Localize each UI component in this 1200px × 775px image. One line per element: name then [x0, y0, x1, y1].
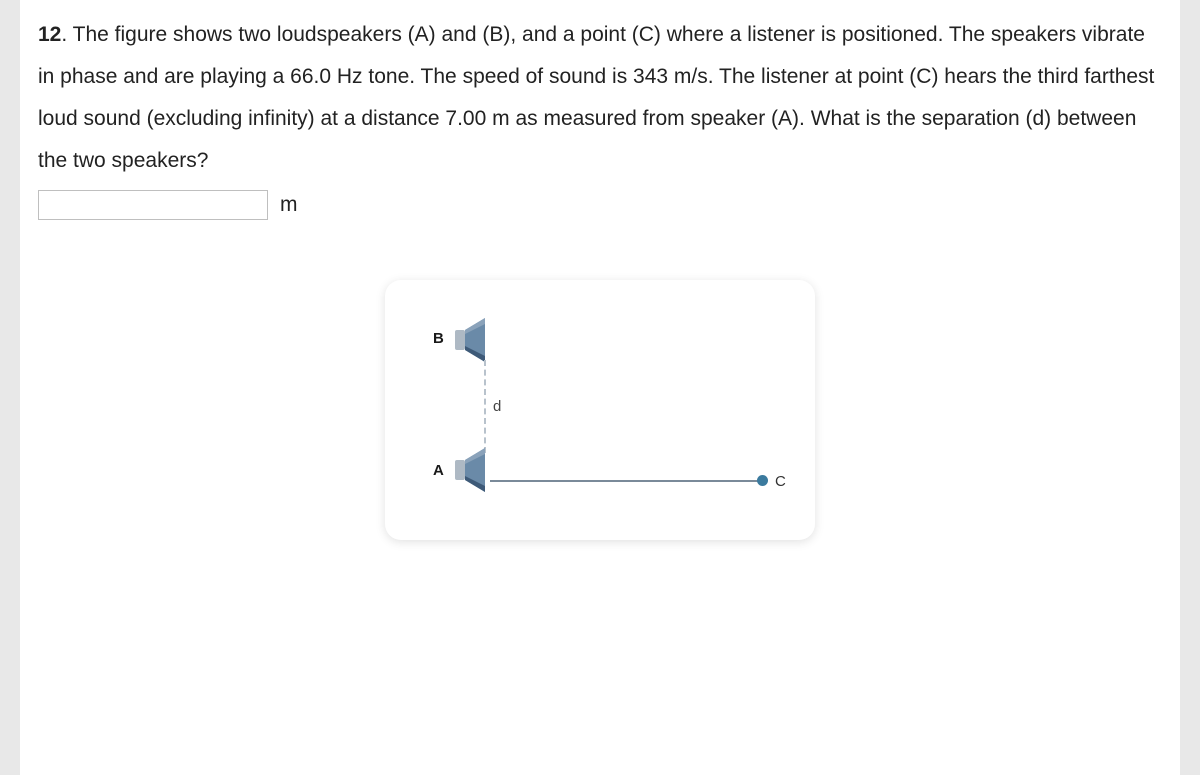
- question-text: 12. The figure shows two loudspeakers (A…: [38, 14, 1162, 182]
- speakers-figure: B d A C: [385, 280, 815, 540]
- ac-line: [490, 480, 763, 482]
- point-c-dot: [757, 475, 768, 486]
- label-d: d: [493, 398, 501, 415]
- label-a: A: [433, 462, 444, 479]
- separation-dashed-line: [484, 360, 486, 453]
- answer-input[interactable]: [38, 190, 268, 220]
- figure-container: B d A C: [38, 280, 1162, 540]
- question-body: . The figure shows two loudspeakers (A) …: [38, 23, 1154, 172]
- answer-unit: m: [280, 193, 298, 217]
- label-c: C: [775, 473, 786, 490]
- label-b: B: [433, 330, 444, 347]
- answer-row: m: [38, 190, 1162, 220]
- question-number: 12: [38, 23, 61, 46]
- speaker-b-icon: [455, 318, 495, 367]
- speaker-a-icon: [455, 448, 495, 497]
- question-card: 12. The figure shows two loudspeakers (A…: [20, 0, 1180, 775]
